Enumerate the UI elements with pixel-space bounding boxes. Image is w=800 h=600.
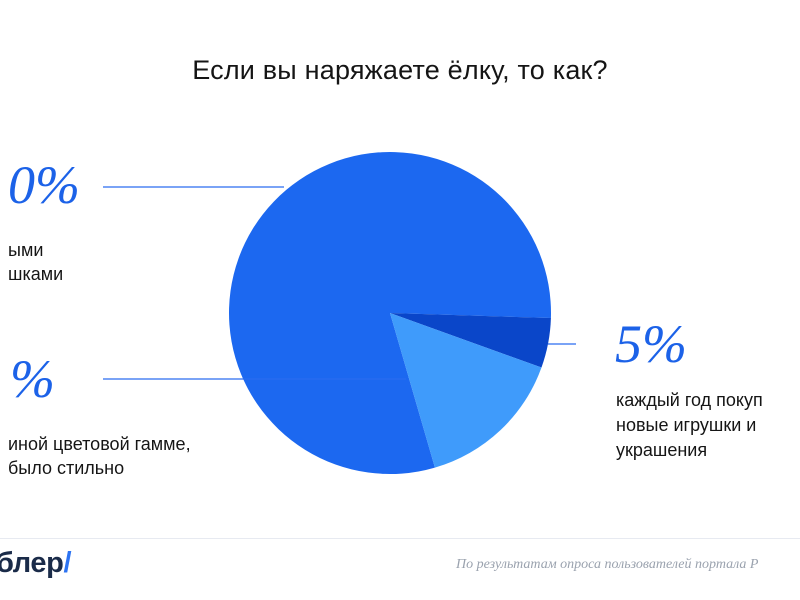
brand-logo: блер/ [0, 547, 72, 580]
data-label-percent: % [10, 349, 55, 409]
data-label-line: шками [8, 264, 64, 284]
pie-slice [228, 152, 551, 475]
logo-slash: / [63, 547, 72, 579]
data-label-percent: 0% [8, 155, 80, 215]
data-label-percent: 5% [615, 314, 687, 374]
chart-title: Если вы наряжаете ёлку, то как? [192, 55, 608, 85]
data-label-line: каждый год покуп [616, 390, 763, 410]
footer-divider [0, 538, 800, 539]
data-label-line: новые игрушки и [616, 415, 757, 435]
data-label-line: украшения [616, 440, 708, 460]
source-note: По результатам опроса пользователей порт… [456, 557, 759, 572]
data-label-line: иной цветовой гамме, [8, 434, 191, 454]
pie-slice [390, 313, 551, 368]
data-label-line: ыми [8, 240, 44, 260]
pie-chart [103, 152, 576, 475]
data-label-line: было стильно [8, 458, 125, 478]
pie-slice [390, 313, 542, 468]
logo-text: блер [0, 547, 64, 579]
